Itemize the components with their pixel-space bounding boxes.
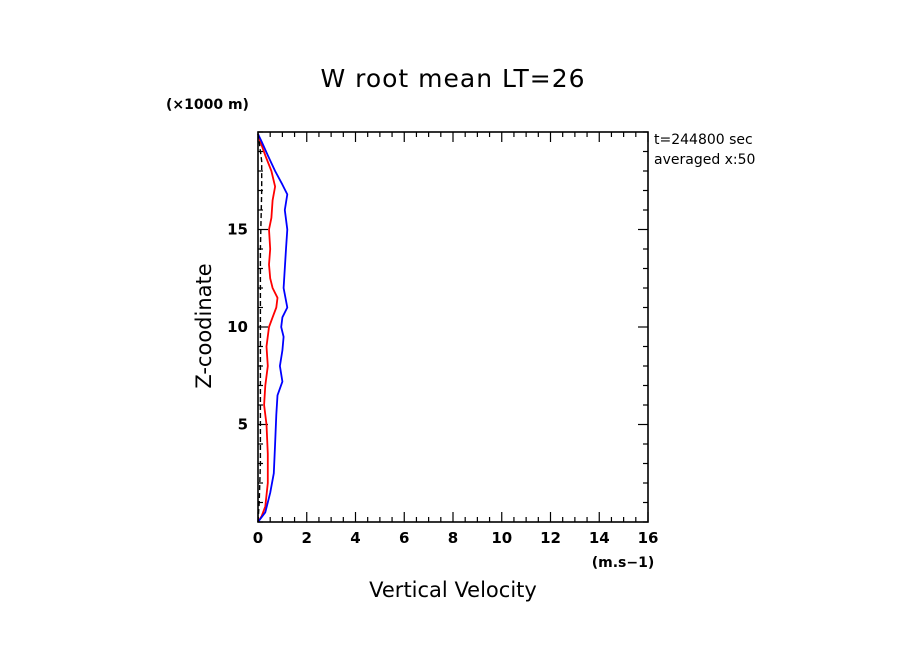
plot-frame [257, 131, 649, 523]
series-line-2 [257, 133, 289, 523]
x-tick-label: 10 [491, 529, 512, 547]
y-axis-title: Z-coodinate [192, 263, 216, 388]
x-tick-label: 16 [638, 529, 659, 547]
x-tick-label: 14 [589, 529, 610, 547]
y-tick-label: 15 [227, 221, 248, 239]
series-line-1 [257, 133, 279, 523]
chart-title: W root mean LT=26 [320, 64, 585, 93]
y-tick-label: 10 [227, 318, 248, 336]
averaged-annotation: averaged x:50 [654, 152, 755, 168]
x-axis-unit: (m.s−1) [592, 555, 655, 571]
time-annotation: t=244800 sec [654, 132, 753, 148]
x-tick-label: 2 [302, 529, 312, 547]
x-tick-label: 12 [540, 529, 561, 547]
y-axis-unit: (×1000 m) [166, 97, 249, 113]
x-tick-label: 4 [350, 529, 360, 547]
x-tick-label: 6 [399, 529, 409, 547]
x-axis-title: Vertical Velocity [369, 578, 537, 602]
series-line-3 [257, 133, 263, 523]
x-tick-label: 0 [253, 529, 263, 547]
x-tick-label: 8 [448, 529, 458, 547]
y-tick-label: 5 [238, 416, 248, 434]
